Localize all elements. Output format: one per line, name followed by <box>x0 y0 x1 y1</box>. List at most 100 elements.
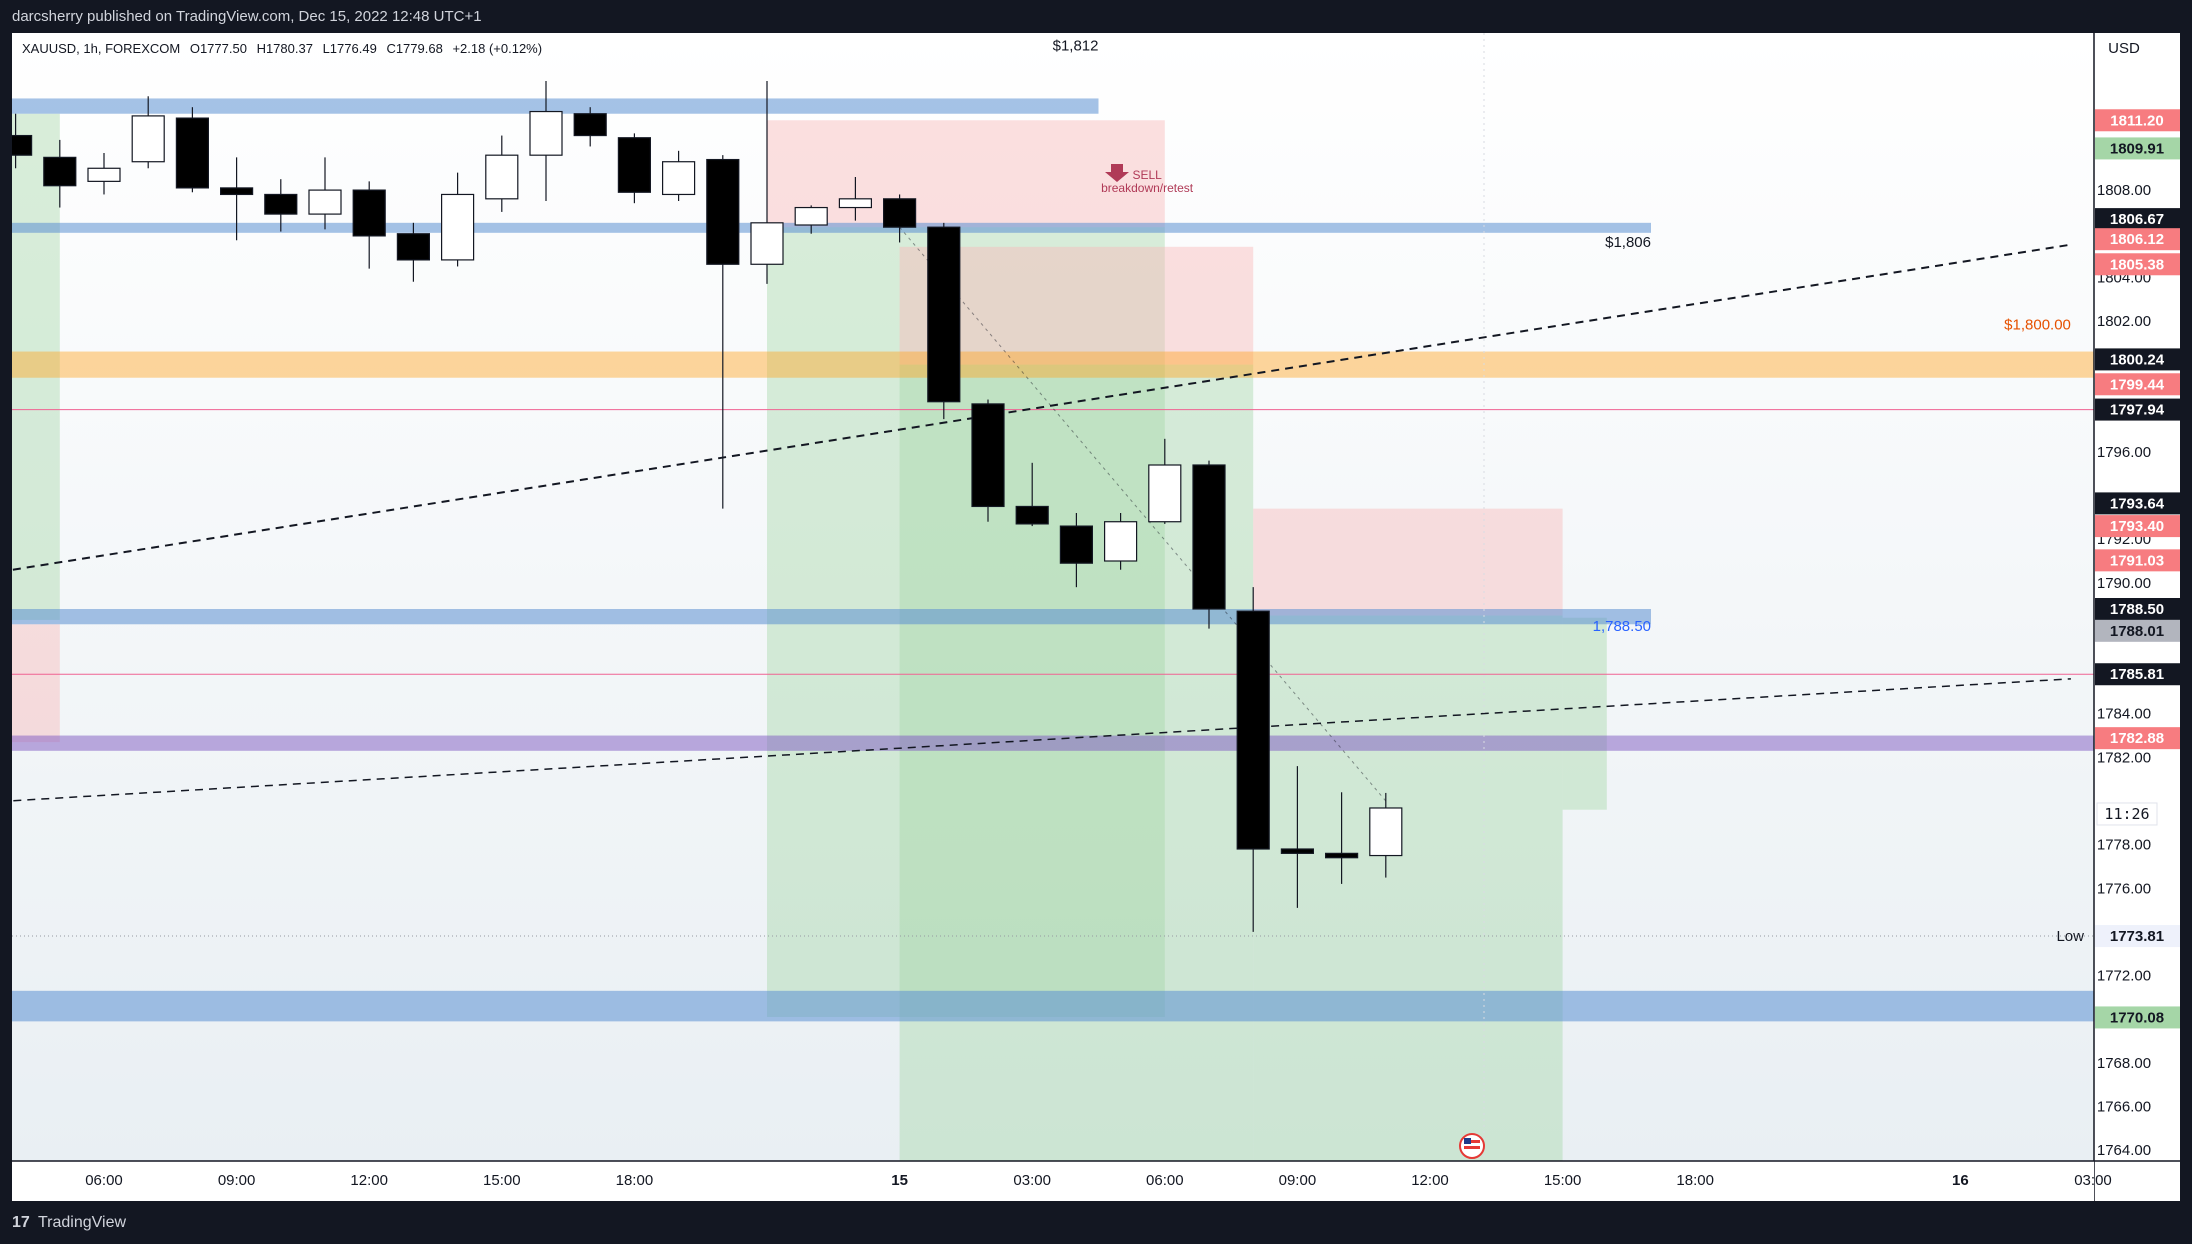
x-tick-label: 12:00 <box>1411 1172 1449 1189</box>
x-tick-label: 18:00 <box>1676 1172 1714 1189</box>
price-tag-text: 1793.64 <box>2110 495 2165 512</box>
price-tag-text: 1806.12 <box>2110 231 2164 248</box>
price-tag-text: 1785.81 <box>2110 666 2164 683</box>
y-tick-label: 1766.00 <box>2097 1098 2151 1115</box>
y-tick-label: 1802.00 <box>2097 313 2151 330</box>
orange-band-level <box>12 351 2094 378</box>
y-tick-label: 1796.00 <box>2097 444 2151 461</box>
brand-name[interactable]: TradingView <box>38 1214 127 1231</box>
bearish-candle <box>1236 610 1270 850</box>
price-tag-text: 1811.20 <box>2110 112 2163 129</box>
y-tick-label: 1772.00 <box>2097 968 2151 985</box>
y-tick-label: 1790.00 <box>2097 575 2151 592</box>
profit-zone <box>1562 617 1607 810</box>
bearish-candle <box>1280 848 1315 854</box>
ohlc-low: L1776.49 <box>323 41 377 56</box>
bearish-candle <box>1015 505 1049 525</box>
price-tag-bg <box>2095 598 2180 620</box>
sell-label: SELL <box>1132 168 1162 182</box>
chart-canvas[interactable]: $1,806 $1,800.00 1,788.50 $1,812 SELL break… <box>0 33 2180 1201</box>
price-tag-bg <box>2095 398 2180 421</box>
bearish-candle <box>1324 852 1359 859</box>
bearish-candle <box>0 134 33 156</box>
candles <box>0 81 1403 932</box>
bullish-candle <box>661 161 696 196</box>
bearish-candle <box>1192 464 1226 610</box>
bullish-candle <box>308 189 342 215</box>
trendline <box>0 678 2071 803</box>
publisher-info: darcsherry published on TradingView.com,… <box>12 8 482 25</box>
x-tick-label: 15:00 <box>483 1172 521 1189</box>
price-tag-bg <box>2095 137 2180 160</box>
price-tags: 1811.20 1809.91 1806.67 1806.12 1805.38 1800.… <box>2095 109 2180 1029</box>
blue-band-level <box>12 609 1651 625</box>
bullish-candle <box>87 167 121 182</box>
blue-band-level <box>12 222 1651 233</box>
price-tag-text: 1773.81 <box>2110 928 2164 945</box>
x-tick-label: 16 <box>1952 1172 1969 1189</box>
trendlines <box>0 226 2072 803</box>
y-tick-label: 1784.00 <box>2097 706 2151 723</box>
bullish-candle <box>1148 464 1182 523</box>
x-tick-label: 15:00 <box>1544 1172 1582 1189</box>
bearish-candle <box>573 113 607 137</box>
horizontal-levels <box>12 98 2094 1022</box>
bullish-candle <box>485 154 519 200</box>
us-flag-icon[interactable] <box>1459 1133 1485 1159</box>
bullish-candle <box>1369 807 1403 857</box>
ohlc-open: O1777.50 <box>190 41 247 56</box>
x-tick-label: 03:00 <box>2074 1172 2112 1189</box>
price-tag-text: 1793.40 <box>2110 518 2164 535</box>
price-tag-text: 1770.08 <box>2110 1009 2164 1026</box>
footer-bar: 17 TradingView <box>0 1202 2192 1244</box>
ohlc-close: C1779.68 <box>386 41 442 56</box>
price-tag-bg <box>2095 253 2180 276</box>
bearish-candle <box>396 233 430 261</box>
y-tick-label: 1808.00 <box>2097 182 2151 199</box>
bearish-candle <box>971 403 1005 508</box>
sell-sublabel: breakdown/retest <box>1101 181 1194 195</box>
price-tag-bg <box>2095 727 2180 750</box>
y-tick-label: 1778.00 <box>2097 837 2151 854</box>
price-tag-bg <box>2095 109 2180 132</box>
y-tick-label: 1776.00 <box>2097 880 2151 897</box>
y-tick-label: 1768.00 <box>2097 1055 2151 1072</box>
price-tag-text: 1788.01 <box>2110 623 2164 640</box>
blue-band-level <box>12 98 1099 114</box>
x-tick-label: 06:00 <box>1146 1172 1184 1189</box>
x-tick-label: 12:00 <box>350 1172 388 1189</box>
x-tick-label: 18:00 <box>616 1172 654 1189</box>
price-tag-bg <box>2095 663 2180 686</box>
down-arrow-icon <box>1105 164 1129 182</box>
bearish-candle <box>706 158 740 265</box>
bearish-candle <box>264 193 298 215</box>
price-chart[interactable]: $1,806 $1,800.00 1,788.50 $1,812 SELL break… <box>0 33 2180 1201</box>
price-tag-text: 1800.24 <box>2110 351 2165 368</box>
price-tag-text: 1799.44 <box>2110 376 2165 393</box>
price-tag-text: 1797.94 <box>2110 402 2165 419</box>
loss-zone <box>0 624 60 743</box>
price-tag-text: 1806.67 <box>2110 211 2164 228</box>
bullish-candle <box>838 198 873 209</box>
x-tick-label: 09:00 <box>1279 1172 1317 1189</box>
level-label: $1,812 <box>1053 37 1099 54</box>
countdown-tag: 11:26 <box>2096 802 2158 826</box>
session-low-label: Low <box>2056 928 2084 945</box>
bullish-candle <box>794 206 828 226</box>
bullish-candle <box>441 193 475 261</box>
x-tick-label: 03:00 <box>1013 1172 1051 1189</box>
purple-band-level <box>12 735 2094 751</box>
time-axis[interactable] <box>12 1161 2094 1201</box>
price-tag-text: 1788.50 <box>2110 601 2164 618</box>
trendline <box>0 243 2072 573</box>
bearish-candle <box>352 189 386 237</box>
loss-zone <box>767 120 1165 228</box>
sell-annotation: SELL breakdown/retest <box>1101 164 1194 195</box>
bearish-candle <box>1059 525 1094 564</box>
blue-band-level <box>12 990 2094 1022</box>
price-tag-bg <box>2095 549 2180 572</box>
bearish-candle <box>220 187 254 196</box>
countdown-text: 11:26 <box>2104 805 2149 823</box>
price-tag-bg <box>2095 515 2180 538</box>
loss-zone <box>1253 508 1563 616</box>
